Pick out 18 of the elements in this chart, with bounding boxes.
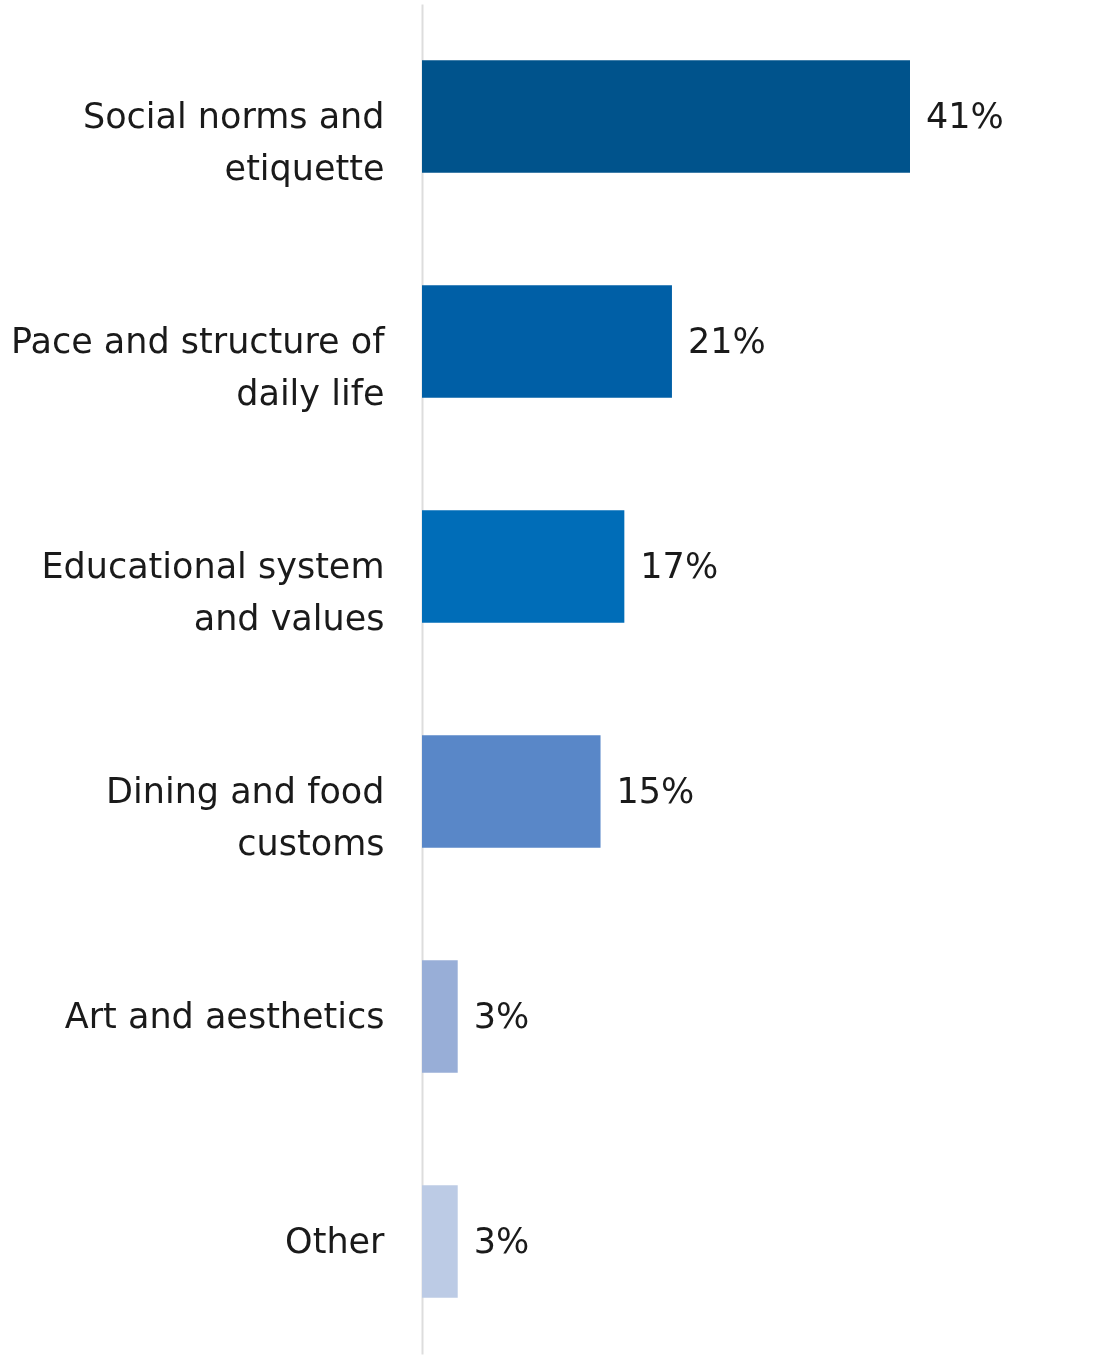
data-label: 17% <box>640 545 719 586</box>
bar <box>422 510 625 623</box>
y-tick-label: Educational system and values <box>41 545 385 638</box>
y-tick-label: Art and aesthetics <box>64 995 385 1036</box>
data-label: 15% <box>616 770 695 811</box>
y-tick-label: Other <box>285 1220 386 1261</box>
y-tick-label: Dining and food customs <box>106 770 385 863</box>
data-label: 21% <box>687 320 766 361</box>
data-label: 41% <box>926 95 1004 136</box>
data-label: 3% <box>473 1220 530 1261</box>
bar <box>422 1185 458 1298</box>
y-tick-label: Pace and structure of daily life <box>10 320 386 413</box>
y-tick-label: Social norms and etiquette <box>82 95 385 188</box>
data-label: 3% <box>473 995 530 1036</box>
bar <box>422 735 601 848</box>
bar <box>422 960 458 1073</box>
bar <box>422 60 910 173</box>
bar <box>422 285 672 398</box>
